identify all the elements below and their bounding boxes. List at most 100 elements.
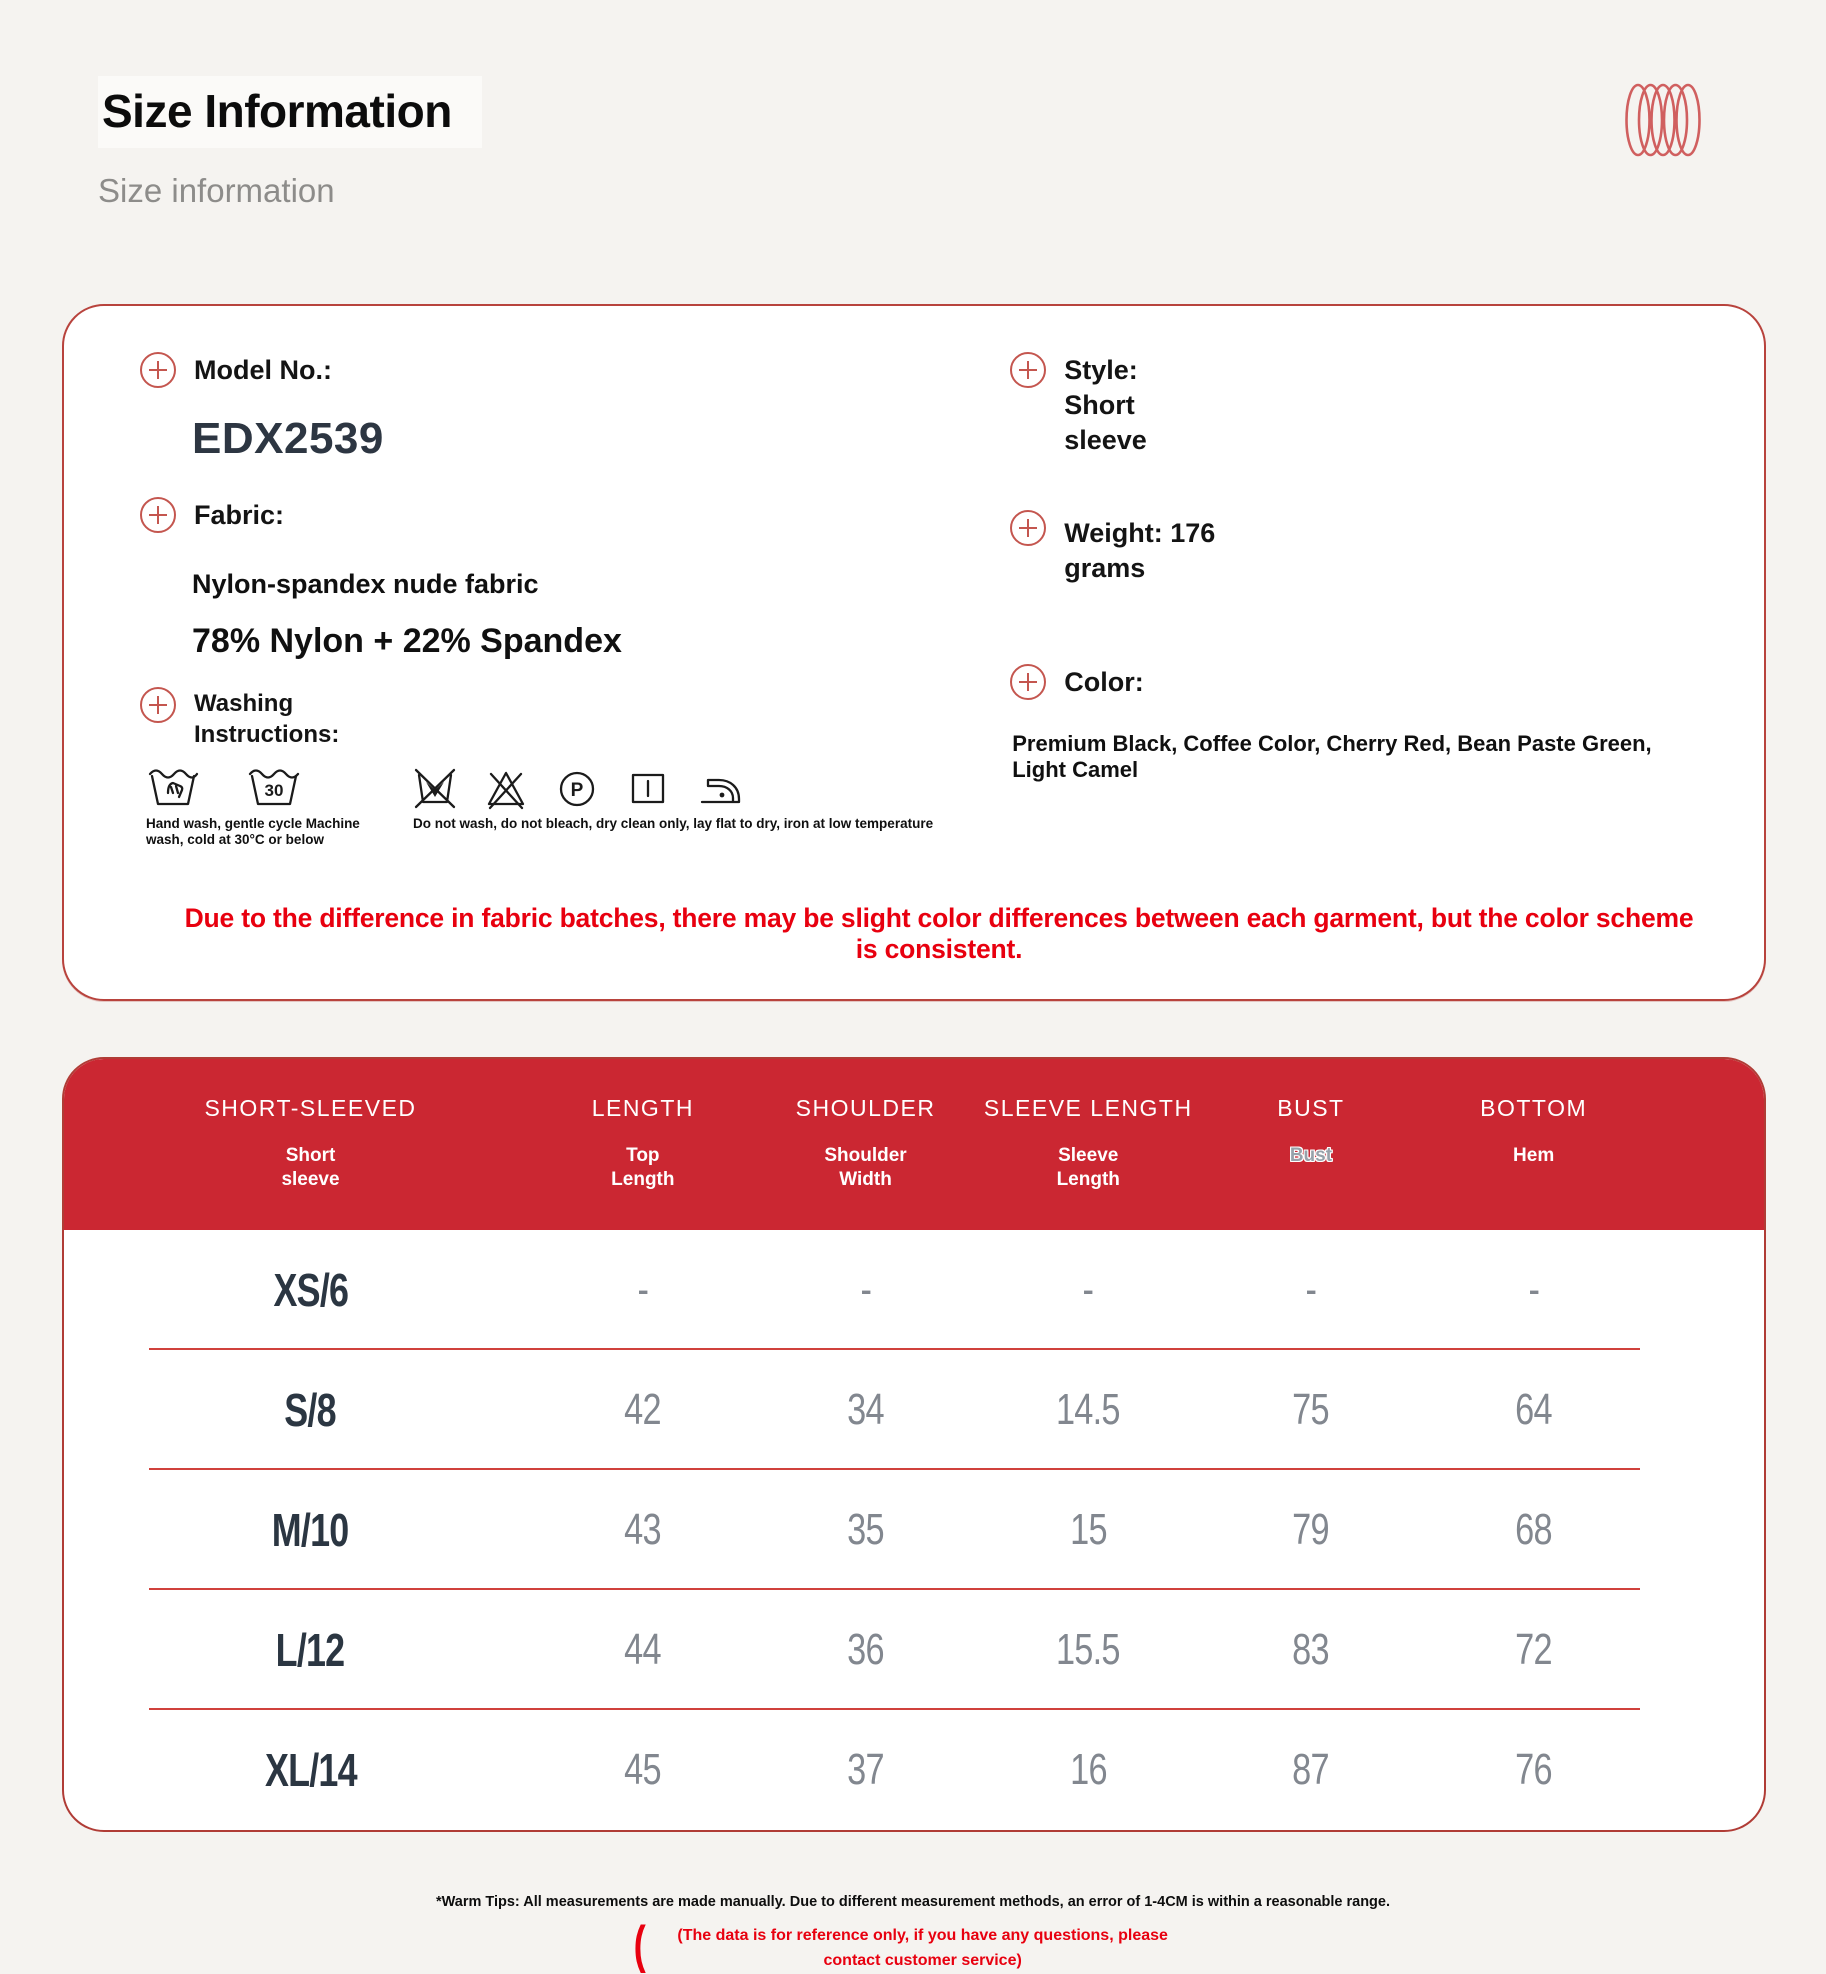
column-header-sleeve-length: SLEEVE LENGTH Sleeve Length xyxy=(977,1095,1200,1192)
value-cell: - xyxy=(637,1264,649,1314)
column-header-short-sleeved: SHORT-SLEEVED Short sleeve xyxy=(90,1095,532,1192)
size-table: SHORT-SLEEVED Short sleeve LENGTH Top Le… xyxy=(62,1057,1766,1832)
size-label: S/8 xyxy=(284,1383,337,1436)
column-header-caps: BUST xyxy=(1277,1095,1345,1122)
value-cell: 79 xyxy=(1292,1504,1330,1554)
info-card-grid: Model No.: EDX2539 Fabric: Nylon-spandex… xyxy=(140,352,1708,849)
value-cell: 44 xyxy=(624,1624,662,1674)
column-header-caps: SLEEVE LENGTH xyxy=(983,1095,1193,1122)
value-cell: 75 xyxy=(1292,1384,1330,1434)
value-cell: 42 xyxy=(624,1384,662,1434)
washing-label: Washing Instructions: xyxy=(194,690,340,749)
value-cell: 76 xyxy=(1515,1744,1552,1794)
column-header-sub: Shoulder Width xyxy=(824,1145,907,1191)
iron-low-icon xyxy=(700,778,741,803)
coil-logo-icon xyxy=(1624,80,1702,160)
value-cell: - xyxy=(860,1264,871,1314)
color-label: Color: xyxy=(1064,667,1144,698)
column-header-caps: SHOULDER xyxy=(795,1095,936,1122)
column-header-caps: BOTTOM xyxy=(1480,1095,1588,1122)
plus-circle-icon xyxy=(140,687,176,724)
weight-field: Weight: 176 grams xyxy=(1010,510,1708,586)
value-cell: 35 xyxy=(847,1504,884,1554)
reference-note-text: (The data is for reference only, if you … xyxy=(677,1926,1168,1969)
do-not-bleach-icon xyxy=(487,771,525,809)
value-cell: 68 xyxy=(1515,1504,1552,1554)
machine-wash-30-icon: 30 xyxy=(248,768,300,805)
care-caption: Do not wash, do not bleach, dry clean on… xyxy=(413,815,934,831)
info-card-right-column: Style: Short sleeve Weight: 176 grams Co… xyxy=(1010,352,1708,849)
fabric-composition: 78% Nylon + 22% Spandex xyxy=(192,622,622,661)
washing-group-care: P Do not wash, do not bleach, dry clean … xyxy=(413,763,933,833)
plus-circle-icon xyxy=(1010,664,1047,701)
table-row-m10: M/10 43 35 15 79 68 xyxy=(64,1470,1764,1590)
value-cell: 15.5 xyxy=(1056,1624,1121,1674)
value-cell: 45 xyxy=(624,1744,662,1794)
model-field: Model No.: xyxy=(140,352,1010,388)
value-cell: 36 xyxy=(847,1624,884,1674)
table-row-s8: S/8 42 34 14.5 75 64 xyxy=(64,1350,1764,1470)
column-header-caps: SHORT-SLEEVED xyxy=(204,1095,417,1122)
value-cell: - xyxy=(1528,1264,1539,1314)
style-label: Style: xyxy=(1064,355,1138,385)
value-cell: 72 xyxy=(1515,1624,1552,1674)
plus-circle-icon xyxy=(1010,352,1047,388)
value-cell: 15 xyxy=(1069,1504,1107,1554)
table-row-xs6: XS/6 - - - - - xyxy=(64,1230,1764,1350)
column-header-bottom: BOTTOM Hem xyxy=(1422,1095,1645,1192)
hand-wash-icon xyxy=(148,768,199,805)
fabric-label: Fabric: xyxy=(194,500,285,531)
do-not-wash-icon xyxy=(414,768,456,808)
color-field: Color: xyxy=(1010,664,1708,701)
size-label: M/10 xyxy=(272,1503,349,1556)
style-value: Short sleeve xyxy=(1064,390,1147,456)
hand-wash-caption: Hand wash, gentle cycle Machine wash, co… xyxy=(146,815,360,848)
value-cell: 64 xyxy=(1515,1384,1552,1434)
column-header-caps: LENGTH xyxy=(591,1095,694,1122)
page-header: Size Information Size information xyxy=(0,0,1826,246)
washing-group-hand: 30 Hand wash, gentle cycle Machine wash,… xyxy=(146,763,381,850)
column-header-sub: Sleeve Length xyxy=(1056,1145,1120,1191)
dry-clean-p-icon: P xyxy=(559,771,595,806)
machine-wash-temp: 30 xyxy=(265,781,284,800)
page-title: Size Information xyxy=(98,76,482,148)
reference-note: ( (The data is for reference only, if yo… xyxy=(0,1915,1826,1974)
value-cell: 37 xyxy=(847,1744,884,1794)
column-header-bust: BUST Bust xyxy=(1200,1095,1423,1192)
big-paren-glyph: ( xyxy=(633,1915,646,1974)
column-header-sub: Bust xyxy=(1289,1145,1333,1167)
size-label: L/12 xyxy=(276,1623,345,1676)
value-cell: 43 xyxy=(624,1504,662,1554)
size-label: XL/14 xyxy=(264,1743,358,1796)
value-cell: 83 xyxy=(1292,1624,1330,1674)
column-header-length: LENGTH Top Length xyxy=(532,1095,755,1192)
fabric-field: Fabric: xyxy=(140,497,1010,534)
dry-clean-letter: P xyxy=(571,780,584,801)
page-subtitle: Size information xyxy=(98,172,335,209)
washing-field: Washing Instructions: xyxy=(140,687,1010,750)
washing-icons-row: 30 Hand wash, gentle cycle Machine wash,… xyxy=(146,763,1010,850)
style-label-value: Style: Short sleeve xyxy=(1064,352,1164,458)
plus-circle-icon xyxy=(140,352,176,388)
model-value: EDX2539 xyxy=(192,414,384,464)
model-label: Model No.: xyxy=(194,355,332,385)
value-cell: 34 xyxy=(847,1384,884,1434)
color-options: Premium Black, Coffee Color, Cherry Red,… xyxy=(1012,730,1652,782)
value-cell: - xyxy=(1082,1264,1094,1314)
value-cell: 16 xyxy=(1069,1744,1107,1794)
table-row-l12: L/12 44 36 15.5 83 72 xyxy=(64,1590,1764,1710)
fabric-batch-disclaimer: Due to the difference in fabric batches,… xyxy=(184,903,1694,965)
plus-circle-icon xyxy=(1010,510,1047,547)
value-cell: 87 xyxy=(1292,1744,1330,1794)
column-header-shoulder: SHOULDER Shoulder Width xyxy=(754,1095,977,1192)
table-row-xl14: XL/14 45 37 16 87 76 xyxy=(64,1710,1764,1830)
fabric-description: Nylon-spandex nude fabric xyxy=(192,569,539,600)
size-table-header-row: SHORT-SLEEVED Short sleeve LENGTH Top Le… xyxy=(64,1059,1764,1230)
column-header-sub: Hem xyxy=(1513,1145,1555,1167)
weight-text: Weight: 176 grams xyxy=(1064,518,1216,584)
plus-circle-icon xyxy=(140,497,176,534)
column-header-sub: Short sleeve xyxy=(281,1145,340,1191)
lay-flat-dry-icon xyxy=(631,773,665,803)
size-label: XS/6 xyxy=(273,1263,348,1316)
value-cell: - xyxy=(1305,1264,1317,1314)
